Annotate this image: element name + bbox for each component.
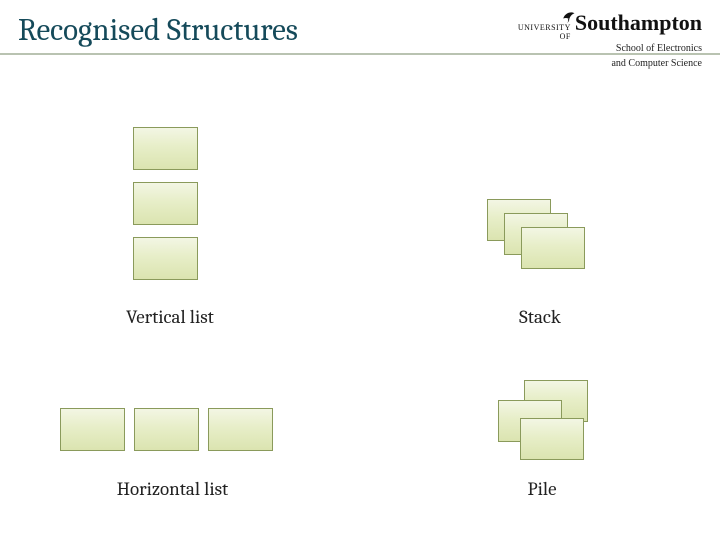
- horizontal_list-box-2: [208, 408, 273, 451]
- logo-name: Southampton: [575, 10, 702, 36]
- vertical_list-box-0: [133, 127, 198, 170]
- horizontal_list-caption: Horizontal list: [95, 478, 250, 500]
- logo-sub2: and Computer Science: [517, 58, 702, 71]
- diagram-canvas: Vertical list Stack Horizontal list Pile: [0, 90, 720, 540]
- pile-box-2: [520, 418, 584, 460]
- stack-box-2: [521, 227, 585, 269]
- stack-caption: Stack: [500, 306, 580, 328]
- vertical_list-box-2: [133, 237, 198, 280]
- pile-caption: Pile: [512, 478, 572, 500]
- horizontal_list-box-1: [134, 408, 199, 451]
- logo-sub1: School of Electronics: [517, 43, 702, 56]
- university-logo: UNIVERSITY OF Southampton School of Elec…: [517, 10, 702, 70]
- vertical_list-caption: Vertical list: [105, 306, 235, 328]
- dolphin-icon: [561, 8, 579, 26]
- page-title: Recognised Structures: [18, 12, 298, 48]
- vertical_list-box-1: [133, 182, 198, 225]
- horizontal_list-box-0: [60, 408, 125, 451]
